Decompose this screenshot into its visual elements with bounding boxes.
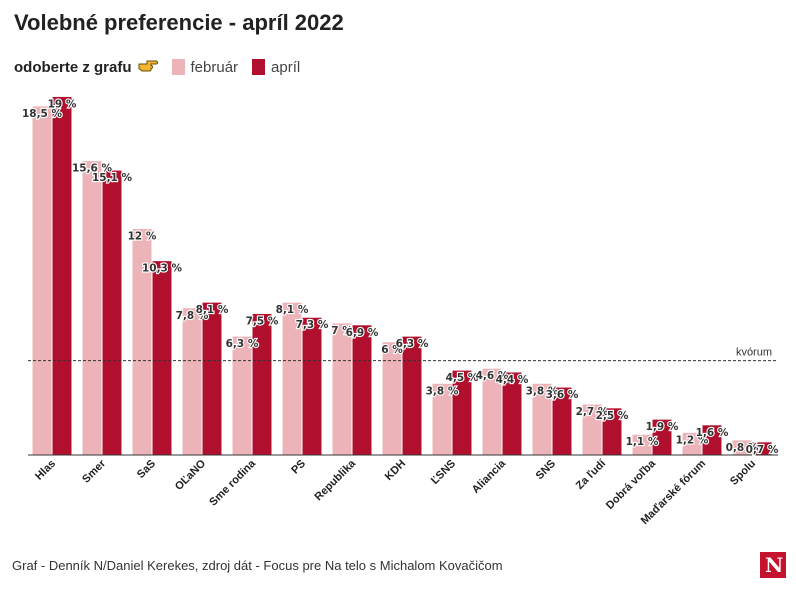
bar-april-ps [301, 316, 323, 456]
data-label-april-dobra-volba: 1,9 % [646, 421, 679, 433]
data-label-april-olano: 8,1 % [196, 304, 229, 316]
legend-label: odoberte z grafu [14, 58, 132, 76]
x-tick-label-smer: Smer [80, 457, 108, 485]
data-label-april-madarske-forum: 1,6 % [696, 427, 729, 439]
legend-item-april[interactable]: apríl [252, 59, 300, 76]
data-label-februar-lsns: 3,8 % [426, 385, 459, 397]
logo-letter: N [765, 553, 784, 577]
data-label-februar-ps: 8,1 % [276, 304, 309, 316]
x-tick-label-dobra-volba: Dobrá voľba [604, 457, 659, 512]
bar-april-sas [151, 260, 173, 456]
data-label-april-spolu: 0,7 % [746, 444, 779, 456]
legend-item-februar[interactable]: február [171, 58, 239, 76]
pointing-hand-icon [138, 58, 158, 76]
data-label-februar-sns: 3,8 % [526, 385, 559, 397]
data-label-februar-dobra-volba: 1,1 % [626, 436, 659, 448]
x-tick-label-olano: OĽaNO [173, 457, 209, 493]
x-tick-label-za-ludi: Za ľudí [574, 457, 609, 492]
data-label-februar-smer: 15,6 % [72, 163, 113, 175]
bar-februar-sme-rodina [231, 335, 253, 456]
data-label-februar-spolu: 0,8 % [726, 442, 759, 454]
data-label-februar-sas: 12 % [128, 231, 157, 243]
data-label-februar-sme-rodina: 6,3 % [226, 338, 259, 350]
data-label-april-sns: 3,6 % [546, 389, 579, 401]
data-label-april-hlas: 19 % [48, 98, 77, 110]
data-label-april-za-ludi: 2,5 % [596, 410, 629, 422]
x-tick-label-sme-rodina: Sme rodina [207, 457, 258, 508]
bar-april-republika [351, 324, 373, 456]
data-label-april-lsns: 4,5 % [446, 372, 479, 384]
bar-februar-smer [81, 160, 103, 456]
bar-april-olano [201, 301, 223, 456]
x-tick-label-kdh: KDH [383, 458, 408, 483]
legend: odoberte z grafu február apríl [14, 56, 314, 78]
bar-april-smer [101, 169, 123, 456]
legend-text-april: apríl [271, 58, 301, 76]
legend-text-februar: február [190, 58, 239, 76]
data-label-februar-aliancia: 4,6 % [476, 370, 509, 382]
bar-februar-republika [331, 322, 353, 456]
threshold-label: kvórum [736, 347, 772, 359]
data-label-februar-olano: 7,8 % [176, 310, 209, 322]
legend-swatch-februar [171, 59, 185, 75]
source-note: Graf - Denník N/Daniel Kerekes, zdroj dá… [12, 558, 503, 573]
data-label-april-kdh: 6,3 % [396, 338, 429, 350]
x-tick-label-sas: SaS [135, 458, 158, 481]
data-label-februar-madarske-forum: 1,2 % [676, 434, 709, 446]
bar-april-sme-rodina [251, 312, 273, 456]
x-tick-label-republika: Republika [312, 457, 358, 503]
data-label-april-sas: 10,3 % [142, 263, 183, 275]
dennik-n-logo [760, 552, 786, 578]
data-label-april-ps: 7,3 % [296, 319, 329, 331]
data-label-april-sme-rodina: 7,5 % [246, 315, 279, 327]
chart-title: Volebné preferencie - apríl 2022 [14, 10, 344, 35]
bar-april-kdh [401, 335, 423, 456]
bar-chart: kvórum 18,5 %19 % 15,6 %15,1 % 12 % 10,3 % 7,… [21, 95, 780, 527]
data-label-april-republika: 6,9 % [346, 327, 379, 339]
x-tick-label-aliancia: Aliancia [470, 457, 509, 496]
x-tick-label-hlas: Hlas [33, 458, 58, 483]
data-label-april-aliancia: 4,4 % [496, 374, 529, 386]
bar-februar-hlas [31, 105, 53, 456]
x-tick-label-sns: SNS [534, 458, 558, 482]
data-label-februar-za-ludi: 2,7 % [576, 406, 609, 418]
x-tick-label-lsns: ĽSNS [429, 458, 458, 487]
bar-februar-olano [181, 307, 203, 456]
data-label-februar-kdh: 6 % [381, 344, 403, 356]
bar-februar-kdh [381, 341, 403, 456]
data-label-februar-hlas: 18,5 % [22, 108, 63, 120]
data-label-april-smer: 15,1 % [92, 172, 133, 184]
x-tick-label-spolu: Spolu [728, 458, 758, 488]
data-label-februar-republika: 7 % [331, 325, 353, 337]
bar-april-hlas [51, 95, 73, 456]
x-tick-label-ps: PS [289, 458, 308, 477]
legend-swatch-april [252, 59, 266, 75]
